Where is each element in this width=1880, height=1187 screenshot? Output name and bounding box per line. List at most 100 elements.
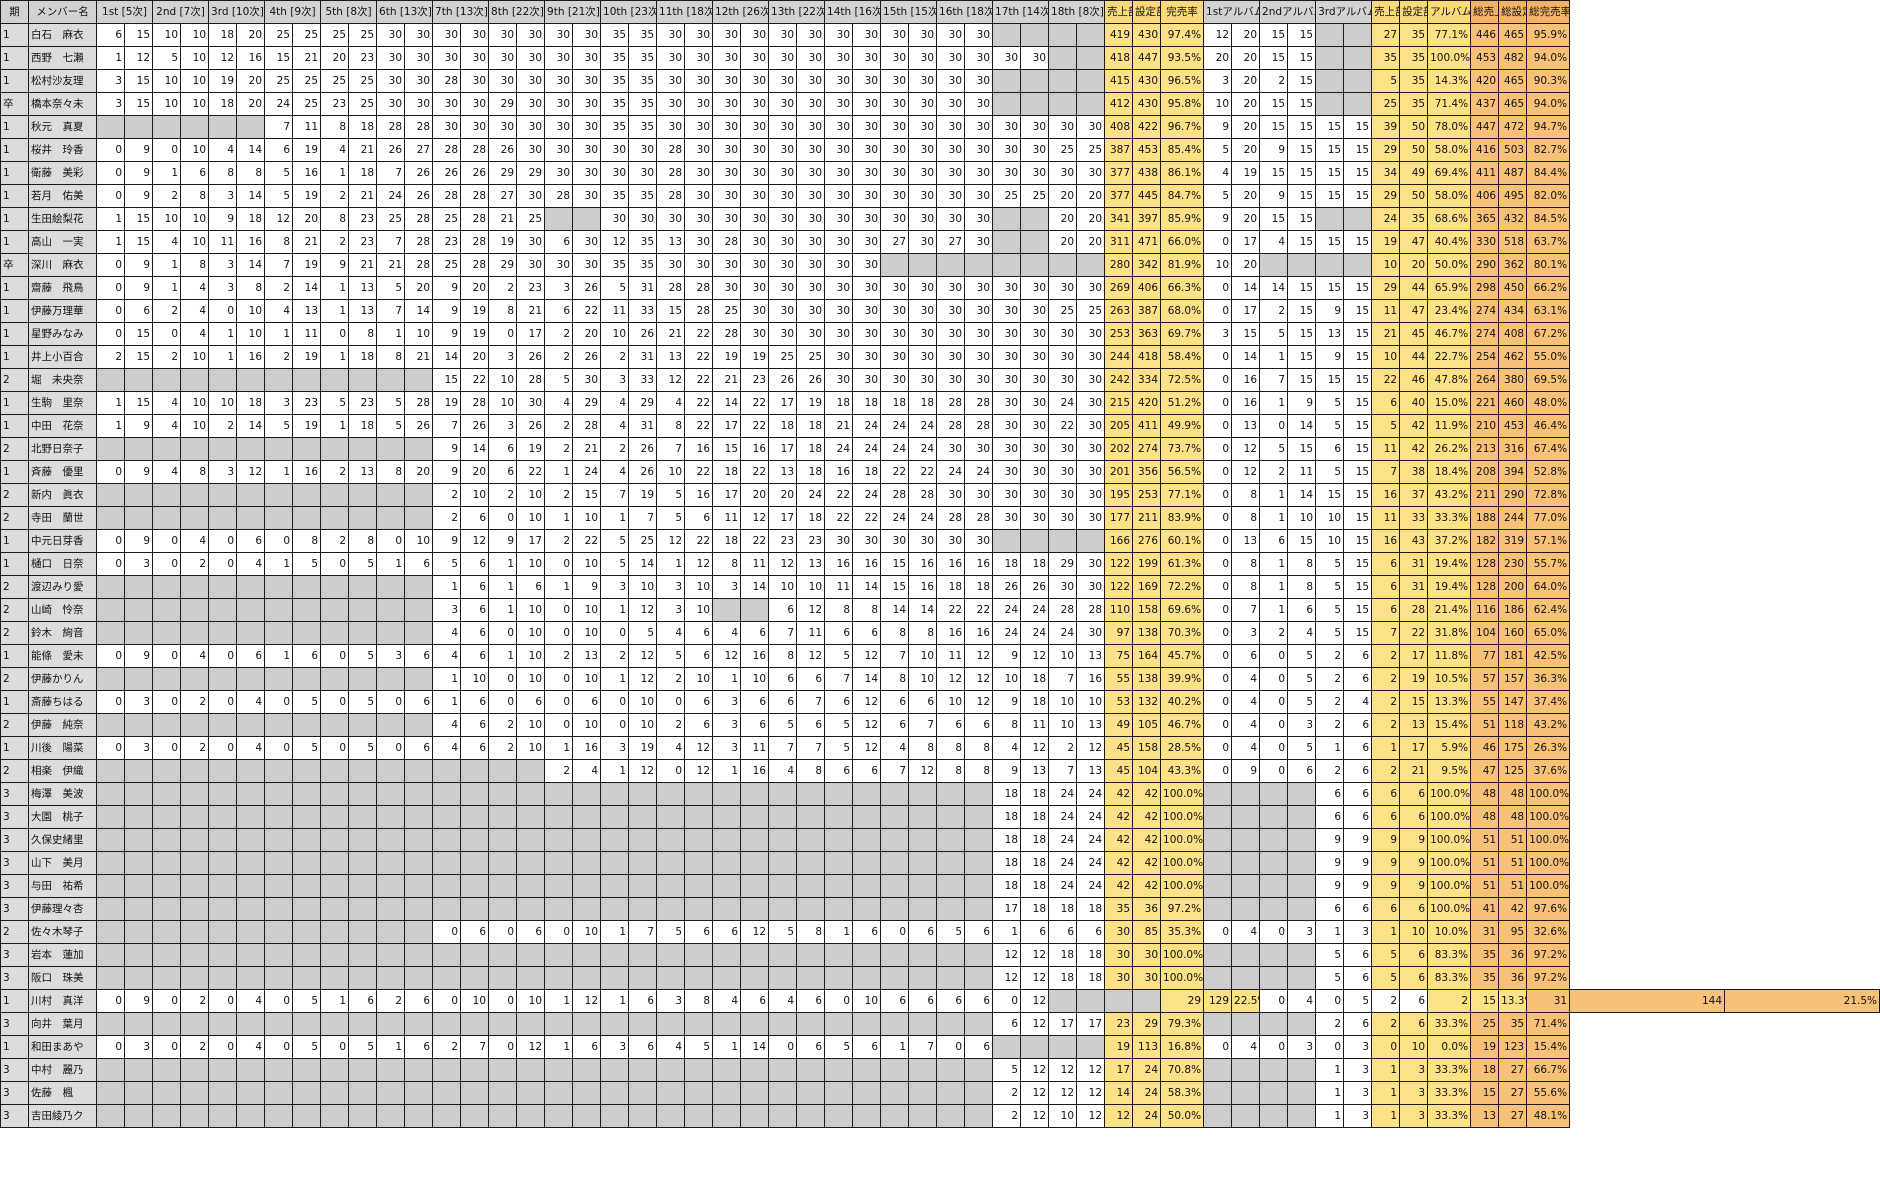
single-cell-empty bbox=[152, 506, 182, 530]
single-cell-sold: 0 bbox=[320, 1035, 350, 1059]
album-cell-set: 6 bbox=[1343, 759, 1373, 783]
single-cell-set: 12 bbox=[684, 736, 714, 760]
single-cell-sold: 0 bbox=[488, 621, 518, 645]
single-cell-set: 30 bbox=[908, 207, 938, 231]
album-total-cell: 2 bbox=[1371, 713, 1401, 737]
album-total-cell: 47.8% bbox=[1427, 368, 1472, 392]
single-cell-sold: 30 bbox=[880, 46, 910, 70]
period-cell: 3 bbox=[0, 943, 29, 967]
single-cell-sold: 2 bbox=[992, 1081, 1022, 1105]
single-cell-set: 20 bbox=[460, 276, 490, 300]
single-cell-empty bbox=[544, 966, 574, 990]
single-cell-sold: 0 bbox=[488, 1035, 518, 1059]
single-cell-empty bbox=[768, 1081, 798, 1105]
single-cell-sold: 0 bbox=[320, 644, 350, 668]
single-cell-sold: 2 bbox=[544, 437, 574, 461]
single-cell-sold: 28 bbox=[936, 414, 966, 438]
single-total-cell: 363 bbox=[1132, 322, 1162, 346]
single-cell-empty bbox=[152, 851, 182, 875]
single-cell-empty bbox=[824, 782, 854, 806]
album-total-cell: 58.0% bbox=[1427, 184, 1472, 208]
single-cell-empty bbox=[544, 1081, 574, 1105]
single-cell-empty bbox=[376, 966, 406, 990]
single-cell-sold: 25 bbox=[432, 253, 462, 277]
single-cell-empty bbox=[432, 805, 462, 829]
single-cell-sold: 30 bbox=[880, 207, 910, 231]
single-cell-empty bbox=[123, 1104, 154, 1128]
single-cell-set: 12 bbox=[1020, 1058, 1050, 1082]
single-cell-set: 12 bbox=[852, 690, 882, 714]
album-cell-set: 6 bbox=[1343, 644, 1373, 668]
single-total-cell: 36 bbox=[1132, 897, 1162, 921]
single-cell-empty bbox=[712, 897, 742, 921]
single-cell-empty bbox=[123, 483, 154, 507]
album-total-cell: 6 bbox=[1371, 897, 1401, 921]
single-cell-sold: 30 bbox=[544, 253, 574, 277]
single-cell-set: 16 bbox=[236, 46, 266, 70]
single-cell-sold: 6 bbox=[824, 690, 854, 714]
single-cell-set: 30 bbox=[796, 322, 826, 346]
single-cell-set: 10 bbox=[628, 575, 658, 599]
single-cell-set: 12 bbox=[740, 506, 770, 530]
header-cell: 9th [21次] bbox=[544, 0, 602, 24]
single-total-cell: 100.0% bbox=[1160, 851, 1205, 875]
grand-total-cell: 21.5% bbox=[1724, 989, 1880, 1013]
single-cell-sold: 22 bbox=[824, 483, 854, 507]
single-cell-sold: 8 bbox=[264, 230, 294, 254]
single-cell-sold: 5 bbox=[824, 1035, 854, 1059]
single-cell-sold: 3 bbox=[600, 1035, 630, 1059]
single-cell-sold: 30 bbox=[712, 207, 742, 231]
member-row: 2 新内 眞衣 2 10 2 10 2 15 7 19 5 16 17 20 20 24 22 24 28 28 30 3… bbox=[0, 483, 1880, 507]
single-cell-sold: 30 bbox=[544, 92, 574, 116]
album-cell-set: 9 bbox=[1287, 391, 1317, 415]
single-cell-empty bbox=[936, 828, 966, 852]
member-name: 与田 祐希 bbox=[28, 874, 97, 898]
single-cell-empty bbox=[740, 1012, 770, 1036]
single-cell-set: 30 bbox=[684, 161, 714, 185]
single-cell-empty bbox=[656, 966, 686, 990]
single-cell-set: 4 bbox=[236, 690, 266, 714]
single-cell-sold: 0 bbox=[488, 690, 518, 714]
single-total-cell: 69.6% bbox=[1160, 598, 1205, 622]
period-cell: 1 bbox=[0, 322, 29, 346]
album-cell-set: 20 bbox=[1231, 92, 1261, 116]
album-total-cell: 46.7% bbox=[1427, 322, 1472, 346]
single-cell-set: 12 bbox=[572, 989, 602, 1013]
single-cell-sold: 0 bbox=[600, 690, 630, 714]
album-cell-sold: 2 bbox=[1315, 690, 1345, 714]
album-cell-empty bbox=[1343, 23, 1373, 47]
single-cell-set: 13 bbox=[348, 460, 378, 484]
header-cell: 11th [18次] bbox=[656, 0, 714, 24]
single-cell-sold: 5 bbox=[264, 414, 294, 438]
single-cell-empty bbox=[123, 805, 154, 829]
single-total-cell: 56.5% bbox=[1160, 460, 1205, 484]
album-total-cell: 50 bbox=[1399, 184, 1429, 208]
single-cell-set: 13 bbox=[1076, 644, 1106, 668]
single-cell-empty bbox=[152, 1012, 182, 1036]
single-cell-empty bbox=[264, 713, 294, 737]
single-cell-empty bbox=[572, 897, 602, 921]
album-cell-set: 4 bbox=[1231, 736, 1261, 760]
single-cell-empty bbox=[516, 851, 546, 875]
single-cell-set: 15 bbox=[123, 391, 154, 415]
single-total-cell: 42 bbox=[1104, 874, 1134, 898]
single-cell-sold: 0 bbox=[320, 552, 350, 576]
album-cell-set: 3 bbox=[1343, 1081, 1373, 1105]
single-cell-sold: 30 bbox=[768, 115, 798, 139]
single-cell-sold: 30 bbox=[824, 115, 854, 139]
single-cell-sold: 30 bbox=[936, 207, 966, 231]
single-total-cell: 66.3% bbox=[1160, 276, 1205, 300]
single-cell-sold: 7 bbox=[768, 736, 798, 760]
single-cell-sold: 30 bbox=[376, 69, 406, 93]
single-cell-sold: 18 bbox=[712, 460, 742, 484]
header-cell: アルバム完売率 bbox=[1427, 0, 1472, 24]
single-cell-sold: 10 bbox=[992, 667, 1022, 691]
single-cell-sold: 30 bbox=[824, 69, 854, 93]
single-cell-set: 7 bbox=[628, 920, 658, 944]
single-cell-empty bbox=[992, 1035, 1022, 1059]
single-cell-set: 10 bbox=[572, 713, 602, 737]
single-cell-sold: 1 bbox=[600, 759, 630, 783]
single-total-cell: 49.9% bbox=[1160, 414, 1205, 438]
single-cell-sold: 1 bbox=[712, 1035, 742, 1059]
album-cell-set: 3 bbox=[1287, 920, 1317, 944]
